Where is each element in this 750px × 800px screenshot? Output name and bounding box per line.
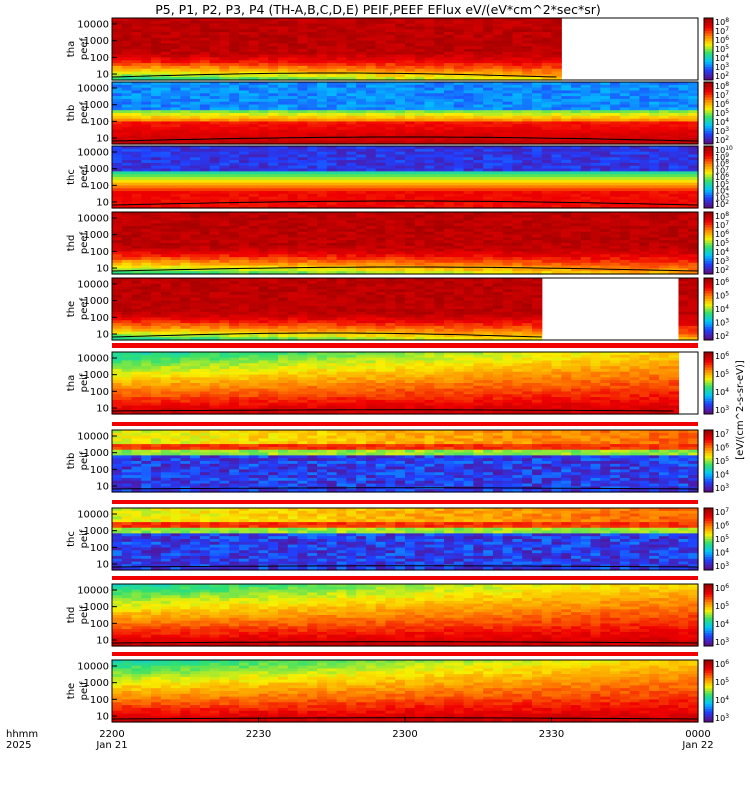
y-tick-label: 10000 xyxy=(77,84,109,95)
panel-thd-peef: 10000100010010thd peef1081071061051041031… xyxy=(66,211,729,275)
chart-title: P5, P1, P2, P3, P4 (TH-A,B,C,D,E) PEIF,P… xyxy=(155,2,601,17)
colorbar-tick-label: 102 xyxy=(715,135,729,145)
panel-quantity-label: peef xyxy=(79,37,90,60)
panel-probe-label: thc xyxy=(66,169,77,185)
y-tick-label: 10 xyxy=(96,70,109,81)
y-tick-label: 100 xyxy=(90,181,109,192)
y-tick-label: 100 xyxy=(90,117,109,128)
panel-probe-label: thb xyxy=(66,105,77,122)
y-tick-label: 10000 xyxy=(77,20,109,31)
panel-probe-label: tha xyxy=(66,41,77,57)
panel-quantity-label: peef xyxy=(79,101,90,124)
y-tick-label: 10 xyxy=(96,134,109,145)
panel-quantity-label: peef xyxy=(79,165,90,188)
y-tick-label: 100 xyxy=(90,53,109,64)
colorbar-tick-label: 102 xyxy=(715,199,729,209)
y-tick-label: 10 xyxy=(96,198,109,209)
colorbar-tick-label: 102 xyxy=(715,71,729,81)
y-tick-label: 10000 xyxy=(77,148,109,159)
